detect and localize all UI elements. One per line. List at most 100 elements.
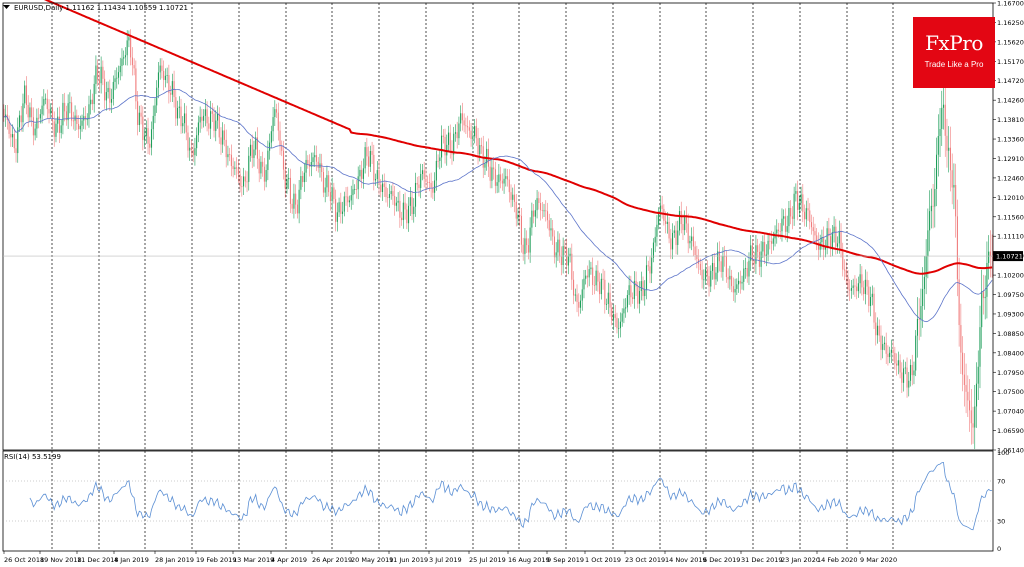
candle-body [779, 231, 781, 232]
x-tick-label: 11 Jun 2019 [389, 556, 428, 564]
candle-body [345, 196, 347, 198]
candle-body [923, 276, 925, 289]
candle-body [691, 236, 693, 241]
candle-body [659, 205, 661, 212]
candle-body [453, 133, 455, 155]
y-tick-label: 1.13360 [997, 136, 1024, 144]
candle-body [567, 256, 569, 266]
candle-body [88, 104, 90, 120]
candle-body [989, 251, 991, 257]
candle-body [190, 147, 192, 150]
candle-body [635, 280, 637, 287]
candle-body [850, 287, 852, 291]
candle-body [692, 236, 694, 247]
candle-body [270, 131, 272, 143]
candle-body [972, 423, 974, 428]
candle-body [289, 177, 291, 204]
candle-body [738, 280, 740, 285]
candle-body [329, 192, 331, 202]
candle-body [941, 107, 943, 129]
candle-body [296, 204, 298, 214]
candle-body [197, 122, 199, 136]
y-tick-label: 1.06590 [997, 427, 1024, 435]
candle-body [418, 184, 420, 189]
candle-body [915, 335, 917, 371]
candle-body [883, 342, 885, 345]
candle-body [783, 216, 785, 219]
candle-body [529, 227, 531, 253]
candle-body [315, 155, 318, 162]
candle-body [55, 123, 57, 137]
candle-body [948, 147, 950, 151]
y-tick-label: 1.07500 [997, 388, 1024, 396]
candle-body [777, 229, 780, 232]
candle-body [43, 99, 45, 106]
candle-body [970, 410, 972, 424]
candle-body [203, 115, 205, 121]
rsi-info: RSI(14) 53.5199 [4, 453, 61, 461]
candle-body [680, 211, 682, 225]
candle-body [560, 256, 562, 266]
candle-body [800, 194, 802, 204]
candle-body [53, 121, 55, 137]
rsi-axis-label: 0 [997, 545, 1001, 553]
candle-body [960, 325, 962, 353]
candle-body [222, 130, 224, 145]
candle-body [10, 133, 12, 138]
x-tick-label: 19 Feb 2019 [196, 556, 236, 564]
candle-body [581, 289, 583, 301]
candle-body [72, 120, 74, 122]
candle-body [566, 248, 568, 266]
candle-body [404, 202, 406, 210]
menu-arrow-icon[interactable] [3, 5, 10, 9]
candle-body [314, 155, 316, 158]
candle-body [595, 270, 597, 286]
candle-body [630, 285, 632, 298]
candle-body [32, 117, 34, 136]
candle-body [604, 279, 606, 305]
candle-body [411, 197, 413, 215]
candle-body [288, 177, 290, 180]
candle-body [508, 179, 510, 193]
candle-body [668, 221, 670, 239]
candle-body [420, 174, 422, 189]
candle-body [791, 216, 793, 219]
candle-body [843, 269, 846, 271]
candle-body [281, 145, 283, 151]
candle-body [944, 104, 946, 136]
candle-body [494, 169, 496, 186]
candle-body [934, 188, 936, 207]
candle-body [432, 187, 434, 193]
candle-body [157, 72, 159, 88]
x-tick-label: 4 Jan 2019 [114, 556, 149, 564]
candle-body [196, 135, 198, 149]
candle-body [189, 147, 191, 151]
candle-body [930, 205, 932, 212]
candle-body [965, 384, 967, 392]
candle-body [810, 222, 813, 228]
candle-body [835, 226, 837, 247]
candle-body [140, 112, 142, 117]
candle-body [493, 167, 495, 170]
candle-body [956, 216, 958, 280]
candle-body [576, 294, 578, 303]
candle-body [663, 208, 665, 221]
candle-body [425, 178, 427, 182]
candle-body [428, 182, 430, 183]
candle-body [414, 182, 417, 207]
candle-body [951, 170, 953, 188]
candle-body [161, 65, 163, 71]
candle-body [258, 158, 260, 174]
candle-body [317, 161, 319, 168]
candle-body [208, 123, 210, 129]
candle-body [91, 99, 93, 105]
candle-body [220, 137, 222, 145]
candle-body [814, 231, 816, 236]
candle-body [764, 241, 766, 256]
candle-body [864, 279, 866, 295]
candle-body [86, 119, 88, 120]
y-tick-label: 1.12910 [997, 155, 1024, 163]
candle-body [802, 194, 804, 212]
candle-body [513, 194, 516, 202]
